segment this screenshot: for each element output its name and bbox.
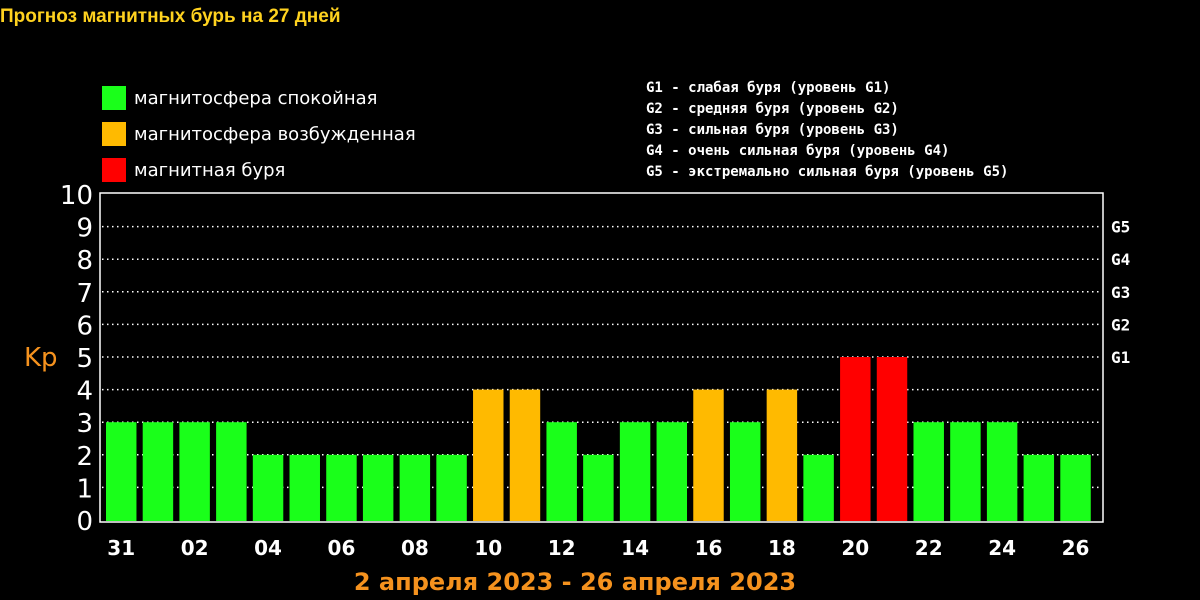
kp-bar bbox=[656, 422, 688, 521]
kp-bar bbox=[619, 422, 651, 521]
kp-bar bbox=[803, 454, 834, 521]
kp-bar bbox=[142, 422, 174, 521]
kp-level-legend: магнитосфера спокойная магнитосфера возб… bbox=[102, 80, 416, 188]
right-tick-label: G4 bbox=[1111, 250, 1130, 269]
legend-item-quiet: магнитосфера спокойная bbox=[102, 80, 416, 116]
legend-label-disturbed: магнитосфера возбужденная bbox=[134, 123, 416, 145]
kp-bar bbox=[436, 454, 467, 521]
storm-scale-legend: G1 - слабая буря (уровень G1) G2 - средн… bbox=[646, 78, 1008, 183]
storm-scale-g4: G4 - очень сильная буря (уровень G4) bbox=[646, 143, 950, 159]
y-tick-label: 2 bbox=[76, 442, 93, 472]
kp-bar bbox=[362, 454, 394, 521]
kp-bar bbox=[583, 454, 614, 521]
kp-bar bbox=[1023, 454, 1055, 521]
kp-bar bbox=[950, 422, 981, 521]
kp-bar bbox=[106, 422, 137, 521]
storm-scale-g2: G2 - средняя буря (уровень G2) bbox=[646, 101, 899, 117]
y-tick-label: 6 bbox=[76, 311, 93, 341]
x-tick-label: 22 bbox=[915, 536, 943, 560]
kp-bar bbox=[986, 422, 1018, 521]
x-tick-label: 14 bbox=[621, 536, 649, 560]
kp-bar bbox=[216, 422, 247, 521]
date-range: 2 апреля 2023 - 26 апреля 2023 bbox=[353, 568, 797, 596]
kp-bar bbox=[399, 454, 431, 521]
legend-swatch-disturbed bbox=[102, 122, 126, 146]
legend-swatch-storm bbox=[102, 158, 126, 182]
x-tick-label: 26 bbox=[1062, 536, 1090, 560]
kp-bar bbox=[473, 389, 504, 521]
x-tick-label: 20 bbox=[841, 536, 869, 560]
legend-label-storm: магнитная буря bbox=[134, 159, 286, 181]
legend-label-quiet: магнитосфера спокойная bbox=[134, 87, 378, 109]
legend-item-disturbed: магнитосфера возбужденная bbox=[102, 116, 416, 152]
kp-bar bbox=[876, 357, 908, 521]
kp-bar bbox=[913, 422, 944, 521]
y-tick-label: 4 bbox=[76, 377, 93, 407]
kp-bar bbox=[729, 422, 761, 521]
y-tick-label: 7 bbox=[76, 279, 93, 309]
storm-scale-g1: G1 - слабая буря (уровень G1) bbox=[646, 80, 891, 96]
right-tick-label: G2 bbox=[1111, 315, 1130, 334]
kp-bar bbox=[326, 454, 357, 521]
x-tick-label: 10 bbox=[474, 536, 502, 560]
storm-scale-g5: G5 - экстремально сильная буря (уровень … bbox=[646, 164, 1009, 180]
kp-bar bbox=[252, 454, 284, 521]
kp-bar bbox=[840, 357, 871, 521]
legend-swatch-quiet bbox=[102, 86, 126, 110]
kp-bar bbox=[1060, 454, 1091, 521]
y-tick-label: 0 bbox=[76, 507, 93, 537]
kp-bar bbox=[509, 389, 541, 521]
x-tick-label: 12 bbox=[548, 536, 576, 560]
x-tick-label: 24 bbox=[988, 536, 1016, 560]
page-title: Прогноз магнитных бурь на 27 дней bbox=[0, 6, 341, 27]
right-tick-label: G1 bbox=[1111, 348, 1130, 367]
y-tick-label: 9 bbox=[76, 214, 93, 244]
kp-bar bbox=[289, 454, 320, 521]
right-tick-label: G5 bbox=[1111, 218, 1130, 237]
y-axis-label: Kp bbox=[24, 343, 58, 373]
x-tick-label: 02 bbox=[181, 536, 209, 560]
plot-frame bbox=[99, 192, 1104, 523]
y-tick-label: 8 bbox=[76, 246, 93, 276]
storm-scale-g3: G3 - сильная буря (уровень G3) bbox=[646, 122, 899, 138]
kp-bar bbox=[179, 422, 210, 521]
x-tick-label: 04 bbox=[254, 536, 282, 560]
y-tick-label: 10 bbox=[60, 181, 93, 211]
y-tick-label: 3 bbox=[76, 409, 93, 439]
y-tick-label: 5 bbox=[76, 344, 93, 374]
kp-bar bbox=[766, 389, 798, 521]
x-tick-label: 08 bbox=[401, 536, 429, 560]
right-tick-label: G3 bbox=[1111, 283, 1130, 302]
legend-item-storm: магнитная буря bbox=[102, 152, 416, 188]
x-tick-label: 18 bbox=[768, 536, 796, 560]
x-tick-label: 16 bbox=[695, 536, 723, 560]
kp-bar bbox=[693, 389, 724, 521]
x-tick-label: 06 bbox=[328, 536, 356, 560]
x-tick-label: 31 bbox=[107, 536, 135, 560]
kp-bar bbox=[546, 422, 577, 521]
y-tick-label: 1 bbox=[76, 474, 93, 504]
